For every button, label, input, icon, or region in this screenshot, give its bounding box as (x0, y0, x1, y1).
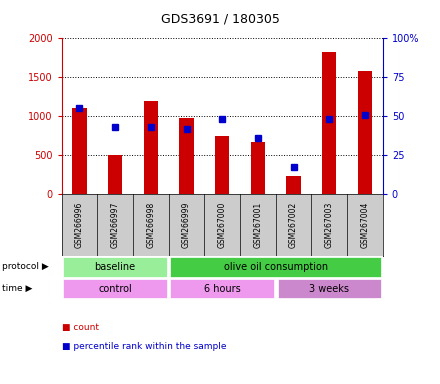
Text: GSM267004: GSM267004 (360, 202, 370, 248)
Text: GSM267003: GSM267003 (325, 202, 334, 248)
Text: ■ percentile rank within the sample: ■ percentile rank within the sample (62, 343, 226, 351)
Bar (180, 118, 194, 194)
Bar (63, 279, 167, 298)
Text: GDS3691 / 180305: GDS3691 / 180305 (161, 13, 279, 26)
Text: ■ count: ■ count (62, 323, 99, 332)
Bar (278, 279, 381, 298)
Text: baseline: baseline (95, 262, 136, 272)
Bar (251, 142, 265, 194)
Bar (170, 279, 274, 298)
Bar (358, 71, 372, 194)
Text: GSM266997: GSM266997 (110, 202, 120, 248)
Text: GSM267001: GSM267001 (253, 202, 262, 248)
Bar (170, 257, 381, 276)
Text: time ▶: time ▶ (2, 284, 33, 293)
Bar (144, 101, 158, 194)
Text: GSM266999: GSM266999 (182, 202, 191, 248)
Bar (72, 108, 87, 194)
Text: protocol ▶: protocol ▶ (2, 262, 49, 271)
Text: GSM266998: GSM266998 (147, 202, 155, 248)
Text: control: control (98, 284, 132, 294)
Bar (215, 136, 229, 194)
Text: olive oil consumption: olive oil consumption (224, 262, 328, 272)
Text: 6 hours: 6 hours (204, 284, 241, 294)
Text: GSM266996: GSM266996 (75, 202, 84, 248)
Bar (63, 257, 167, 276)
Bar (322, 52, 337, 194)
Bar (108, 155, 122, 194)
Bar (286, 176, 301, 194)
Text: GSM267002: GSM267002 (289, 202, 298, 248)
Text: 3 weeks: 3 weeks (309, 284, 349, 294)
Text: GSM267000: GSM267000 (218, 202, 227, 248)
